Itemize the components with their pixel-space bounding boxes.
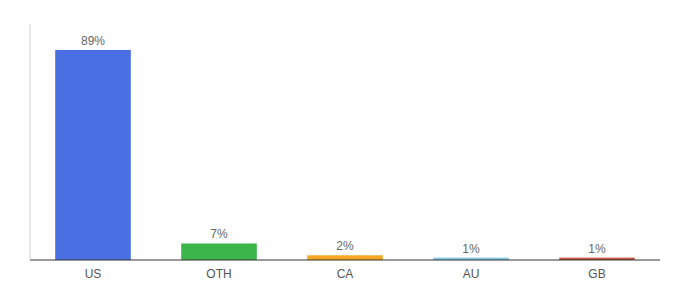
data-label: 2% xyxy=(336,239,354,253)
bars xyxy=(55,50,635,260)
x-tick-label: OTH xyxy=(206,267,231,281)
x-tick-label: AU xyxy=(463,267,480,281)
x-tick-label: GB xyxy=(588,267,605,281)
data-label: 7% xyxy=(210,227,228,241)
x-axis: US OTH CA AU GB xyxy=(85,267,606,281)
data-label: 1% xyxy=(462,242,480,256)
x-tick-label: CA xyxy=(337,267,354,281)
data-labels: 89% 7% 2% 1% 1% xyxy=(81,34,606,256)
data-label: 89% xyxy=(81,34,105,48)
y-axis-line xyxy=(30,24,31,260)
data-label: 1% xyxy=(588,242,606,256)
bar xyxy=(307,255,383,260)
x-tick-label: US xyxy=(85,267,102,281)
chart-container: 89% 7% 2% 1% 1% US OTH CA AU GB xyxy=(0,0,680,300)
bar xyxy=(55,50,131,260)
x-axis-line xyxy=(30,260,660,261)
chart: 89% 7% 2% 1% 1% US OTH CA AU GB xyxy=(0,0,680,300)
bar xyxy=(181,243,257,260)
